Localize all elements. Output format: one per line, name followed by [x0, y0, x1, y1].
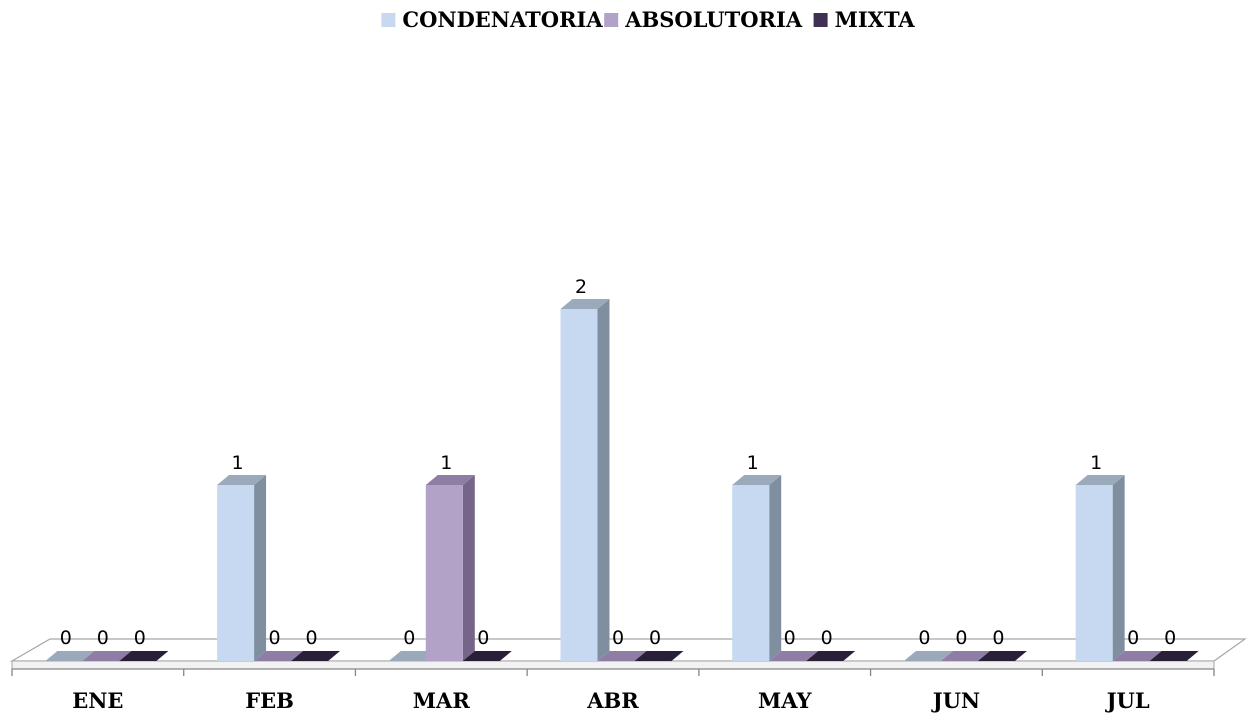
bar-top — [388, 651, 438, 661]
bar-top — [119, 651, 169, 661]
bar-top — [425, 475, 475, 485]
data-label-mixta-jul: 0 — [1164, 627, 1176, 649]
bar-top — [291, 651, 341, 661]
bar-absolutoria-ene — [82, 651, 132, 661]
bar-condenatoria-abr — [560, 299, 610, 661]
bar-absolutoria-abr — [597, 651, 647, 661]
data-label-absolutoria-jul: 0 — [1127, 627, 1139, 649]
legend: CONDENATORIA ABSOLUTORIA MIXTA — [381, 7, 915, 32]
bar-mixta-ene — [119, 651, 169, 661]
x-axis — [11, 668, 1215, 676]
data-label-mixta-may: 0 — [821, 627, 833, 649]
bar-mixta-jun — [977, 651, 1027, 661]
legend-swatch — [381, 13, 396, 27]
bar-mixta-may — [806, 651, 856, 661]
bar-side — [769, 475, 782, 661]
legend-label: ABSOLUTORIA — [624, 7, 803, 32]
bar-absolutoria-may — [769, 651, 819, 661]
data-label-condenatoria-ene: 0 — [60, 627, 72, 649]
data-label-mixta-abr: 0 — [649, 627, 661, 649]
data-labels: 0 0 0 1 0 0 0 1 0 2 0 0 1 0 0 0 0 0 1 0 0 — [60, 276, 1176, 649]
bar-top — [1112, 651, 1162, 661]
bar-top — [254, 651, 304, 661]
legend-swatch — [813, 13, 828, 27]
x-tick-label-mar: MAR — [413, 688, 471, 713]
legend-item-absolutoria: ABSOLUTORIA — [604, 7, 803, 32]
bar-top — [940, 651, 990, 661]
legend-label: CONDENATORIA — [402, 7, 603, 32]
bar-side — [254, 475, 267, 661]
bar-condenatoria-feb — [217, 475, 267, 661]
bar-top — [634, 651, 684, 661]
data-label-condenatoria-jul: 1 — [1090, 452, 1102, 474]
bar-absolutoria-mar — [425, 475, 475, 661]
data-label-condenatoria-jun: 0 — [918, 627, 930, 649]
bar-absolutoria-feb — [254, 651, 304, 661]
bar-front — [1075, 485, 1113, 661]
bar-top — [977, 651, 1027, 661]
data-label-absolutoria-mar: 1 — [440, 452, 452, 474]
bars — [45, 299, 1199, 661]
data-label-absolutoria-jun: 0 — [955, 627, 967, 649]
x-tick-label-ene: ENE — [72, 688, 123, 713]
bar-front — [425, 485, 463, 661]
legend-item-mixta: MIXTA — [813, 7, 916, 32]
data-label-mixta-feb: 0 — [306, 627, 318, 649]
data-label-absolutoria-may: 0 — [784, 627, 796, 649]
data-label-condenatoria-mar: 0 — [403, 627, 415, 649]
bar-top — [597, 651, 647, 661]
bar-top — [462, 651, 512, 661]
bar-condenatoria-mar — [388, 651, 438, 661]
category-labels: ENE FEB MAR ABR MAY JUN JUL — [72, 688, 1150, 713]
floor-front-edge — [11, 660, 1215, 670]
bar-top — [903, 651, 953, 661]
data-label-condenatoria-feb: 1 — [232, 452, 244, 474]
bar-absolutoria-jul — [1112, 651, 1162, 661]
legend-item-condenatoria: CONDENATORIA — [381, 7, 603, 32]
bar-mixta-abr — [634, 651, 684, 661]
data-label-condenatoria-abr: 2 — [575, 276, 587, 298]
bar-top — [1149, 651, 1199, 661]
data-label-absolutoria-abr: 0 — [612, 627, 624, 649]
bar-top — [45, 651, 95, 661]
legend-label: MIXTA — [835, 7, 916, 32]
bar-front — [560, 309, 598, 661]
bar-mixta-mar — [462, 651, 512, 661]
bar-front — [217, 485, 255, 661]
bar-side — [462, 475, 475, 661]
x-tick-label-jun: JUN — [931, 688, 980, 713]
legend-swatch — [604, 13, 619, 27]
bar-condenatoria-may — [732, 475, 782, 661]
data-label-absolutoria-feb: 0 — [269, 627, 281, 649]
bar-top — [82, 651, 132, 661]
bar-side — [597, 299, 610, 661]
bar-top — [732, 475, 782, 485]
bar-top — [217, 475, 267, 485]
x-tick-label-feb: FEB — [245, 688, 294, 713]
bar-top — [560, 299, 610, 309]
data-label-condenatoria-may: 1 — [747, 452, 759, 474]
data-label-mixta-ene: 0 — [134, 627, 146, 649]
x-tick-label-jul: JUL — [1105, 688, 1150, 713]
x-tick-label-abr: ABR — [586, 688, 639, 713]
bar-top — [769, 651, 819, 661]
bar-condenatoria-ene — [45, 651, 95, 661]
x-tick-label-may: MAY — [758, 688, 812, 713]
data-label-mixta-jun: 0 — [992, 627, 1004, 649]
bar-top — [806, 651, 856, 661]
bar-absolutoria-jun — [940, 651, 990, 661]
bar-top — [1075, 475, 1125, 485]
bar-front — [732, 485, 770, 661]
bar-condenatoria-jul — [1075, 475, 1125, 661]
data-label-absolutoria-ene: 0 — [97, 627, 109, 649]
bar-side — [1112, 475, 1125, 661]
bar-mixta-jul — [1149, 651, 1199, 661]
bar-condenatoria-jun — [903, 651, 953, 661]
bar-mixta-feb — [291, 651, 341, 661]
data-label-mixta-mar: 0 — [477, 627, 489, 649]
